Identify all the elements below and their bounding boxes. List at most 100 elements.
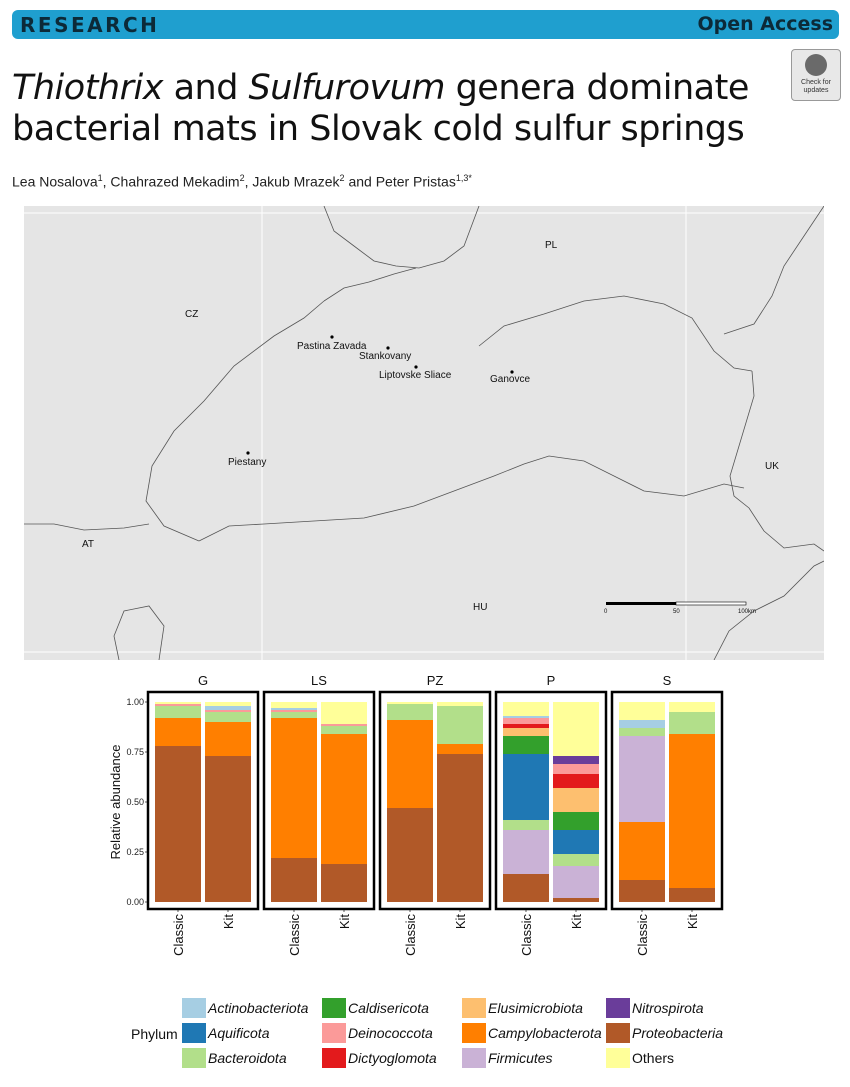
svg-text:0: 0	[604, 609, 608, 615]
bar-segment-others	[669, 702, 715, 712]
bar-segment-bacteroidota	[553, 854, 599, 866]
bar-segment-others	[503, 702, 549, 716]
abundance-chart: Relative abundance 0.00 0.25 0.50 0.75 1.00 G C…	[108, 673, 724, 956]
site-label: Stankovany	[359, 351, 411, 362]
legend-swatch	[462, 998, 486, 1018]
legend-label: Bacteroidota	[208, 1050, 287, 1066]
paper-title: Thiothrix and Sulfurovum genera dominate…	[12, 68, 772, 150]
bar-segment-firmicutes	[619, 736, 665, 822]
bar-segment-proteobacteria	[669, 888, 715, 902]
author-name: Peter Pristas	[375, 173, 456, 190]
site-label: Liptovske Sliace	[379, 370, 452, 381]
author-affiliation: 2	[239, 173, 245, 183]
legend-item: Proteobacteria	[606, 1023, 723, 1043]
bar-segment-campylobacterota	[619, 822, 665, 880]
bar-segment-actinobacteriota	[271, 708, 317, 710]
x-tick-label: Kit	[569, 914, 584, 930]
bar-segment-campylobacterota	[437, 744, 483, 754]
bar-segment-bacteroidota	[619, 728, 665, 736]
bar-segment-aquificota	[503, 754, 549, 820]
map-scale-bar: 0 50 100km	[604, 601, 756, 615]
legend-label: Caldisericota	[348, 1000, 429, 1016]
legend-label: Actinobacteriota	[208, 1000, 309, 1016]
site-point	[330, 335, 334, 339]
legend-item: Campylobacterota	[462, 1023, 602, 1043]
site-point	[386, 346, 390, 350]
bar-segment-elusimicrobiota	[503, 728, 549, 736]
bar-segment-actinobacteriota	[503, 716, 549, 718]
facet-panel	[146, 690, 260, 911]
title-rest-2: bacterial mats in Slovak cold sulfur spr…	[12, 109, 745, 149]
x-tick-label: Kit	[221, 914, 236, 930]
bar-segment-campylobacterota	[271, 718, 317, 858]
check-for-updates-button[interactable]: Check for updates	[791, 49, 841, 101]
legend-label: Others	[632, 1050, 675, 1066]
bar-segment-others	[387, 702, 433, 704]
bar-segment-firmicutes	[553, 866, 599, 898]
y-tick-label: 0.50	[126, 797, 144, 807]
legend-label: Nitrospirota	[632, 1000, 704, 1016]
author-name: Jakub Mrazek	[252, 173, 340, 190]
y-axis-label: Relative abundance	[108, 745, 123, 860]
open-access-label: Open Access	[697, 13, 833, 35]
bar-segment-others	[437, 702, 483, 706]
legend-item: Firmicutes	[462, 1048, 553, 1068]
title-rest-1: genera dominate	[444, 68, 750, 108]
bar-segment-campylobacterota	[387, 720, 433, 808]
legend-item: Elusimicrobiota	[462, 998, 583, 1018]
bar-segment-actinobacteriota	[619, 720, 665, 728]
bar-segment-bacteroidota	[205, 712, 251, 722]
legend-swatch	[606, 998, 630, 1018]
bar-segment-others	[553, 702, 599, 756]
section-banner: RESEARCH Open Access	[12, 10, 839, 39]
check-updates-label: Check for updates	[801, 79, 831, 94]
bar-segment-deinococcota	[271, 710, 317, 712]
bar-segment-campylobacterota	[205, 722, 251, 756]
facet-label: S	[663, 673, 672, 688]
bar-segment-nitrospirota	[553, 756, 599, 764]
legend-item: Others	[606, 1048, 674, 1068]
bar-segment-others	[321, 702, 367, 724]
x-tick-label: Kit	[685, 914, 700, 930]
facet-label: LS	[311, 673, 327, 688]
title-and: and	[162, 68, 249, 108]
x-tick-label: Classic	[287, 914, 302, 956]
bar-segment-others	[155, 702, 201, 704]
bar-segment-bacteroidota	[321, 726, 367, 734]
bar-segment-bacteroidota	[387, 704, 433, 720]
bar-segment-deinococcota	[553, 764, 599, 774]
legend-swatch	[182, 998, 206, 1018]
bar-segment-proteobacteria	[619, 880, 665, 902]
legend-label: Aquificota	[208, 1025, 270, 1041]
author-affiliation: 1,3*	[455, 173, 472, 183]
author-affiliation: 1	[97, 173, 103, 183]
bar-segment-proteobacteria	[205, 756, 251, 902]
bar-segment-caldisericota	[503, 736, 549, 754]
legend-label: Proteobacteria	[632, 1025, 724, 1041]
legend-item: Bacteroidota	[182, 1048, 287, 1068]
x-tick-label: Kit	[337, 914, 352, 930]
title-italic-2: Sulfurovum	[248, 68, 446, 108]
bar-segment-bacteroidota	[155, 706, 201, 718]
bar-segment-proteobacteria	[155, 746, 201, 902]
bar-segment-bacteroidota	[669, 712, 715, 734]
country-label: AT	[82, 539, 94, 550]
bar-segment-caldisericota	[553, 812, 599, 830]
facet-label: PZ	[427, 673, 444, 688]
bar-segment-proteobacteria	[437, 754, 483, 902]
svg-text:100km: 100km	[738, 609, 756, 615]
country-label: CZ	[185, 309, 198, 320]
legend-item: Nitrospirota	[606, 998, 704, 1018]
author-name: Lea Nosalova	[12, 173, 98, 190]
bar-segment-aquificota	[553, 830, 599, 854]
bar-segment-firmicutes	[503, 830, 549, 874]
legend-label: Deinococcota	[348, 1025, 433, 1041]
bar-segment-elusimicrobiota	[553, 788, 599, 812]
country-label: PL	[545, 240, 558, 251]
site-point	[414, 365, 418, 369]
bar-segment-others	[205, 702, 251, 706]
legend-swatch	[182, 1023, 206, 1043]
bar-segment-deinococcota	[503, 718, 549, 724]
legend-item: Deinococcota	[322, 1023, 433, 1043]
legend-swatch	[462, 1048, 486, 1068]
